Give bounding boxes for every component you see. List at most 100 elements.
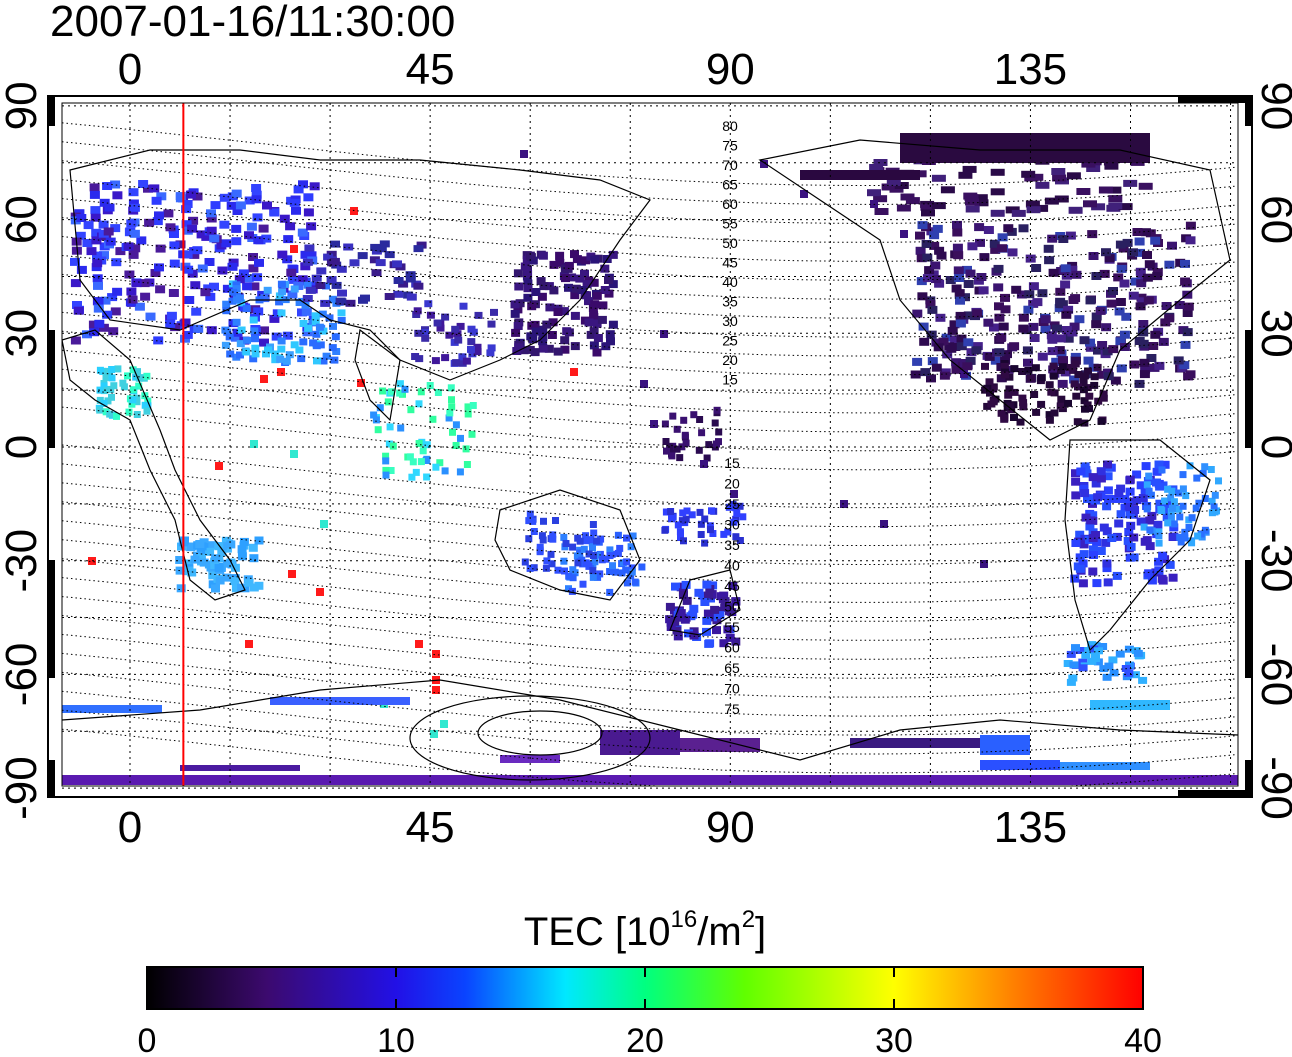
tec-band: [980, 735, 1030, 755]
tec-cell: [269, 208, 280, 217]
tec-cell: [1175, 505, 1183, 513]
tec-cell: [1010, 365, 1019, 373]
tec-cell: [70, 257, 80, 266]
tec-cell: [513, 269, 523, 278]
tec-cell: [614, 531, 622, 539]
latitude-tick-label: 30: [0, 309, 46, 358]
tec-cell: [183, 265, 194, 274]
tec-cell: [725, 503, 733, 511]
tec-cell: [205, 547, 215, 556]
tec-cell: [963, 311, 974, 320]
tec-cell: [1091, 272, 1102, 280]
tec-cell: [543, 557, 551, 565]
tec-cell: [1165, 560, 1175, 569]
tec-cell: [1179, 471, 1187, 479]
tec-cell: [370, 411, 378, 419]
tec-cell: [253, 236, 264, 245]
tec-cell: [1078, 579, 1088, 588]
tec-cell: [874, 208, 889, 215]
tec-cell: [331, 333, 340, 341]
tec-cell: [1143, 477, 1153, 485]
contour-label: 15: [722, 372, 738, 388]
tec-cell: [1063, 660, 1073, 667]
tec-cell: [1201, 526, 1209, 534]
tec-cell: [1099, 523, 1109, 532]
tec-cell: [949, 320, 960, 329]
tec-cell: [222, 544, 232, 553]
tec-cell: [668, 452, 676, 460]
tec-cell: [232, 285, 241, 293]
tec-cell: [1026, 206, 1041, 214]
tec-cell: [912, 309, 923, 318]
tec-cell: [76, 265, 87, 274]
tec-cell: [1103, 472, 1113, 481]
tec-cell: [662, 508, 670, 516]
tec-cell: [1169, 532, 1179, 541]
tec-cell: [258, 224, 269, 233]
tec-cell: [312, 342, 321, 350]
tec-cell: [219, 220, 230, 229]
tec-cell: [405, 275, 416, 283]
tec-cell: [110, 224, 121, 233]
tec-cell: [397, 424, 405, 432]
tec-cell: [916, 277, 927, 286]
tec-cell: [1083, 495, 1092, 503]
tec-cell: [441, 313, 450, 321]
tec-cell: [458, 359, 467, 367]
tec-cell: [697, 531, 705, 538]
tec-cell: [900, 193, 915, 201]
map-area: 80 75 70 65 60 55 50 45 40 35 30 25 20 15 15 20 25 30 35 40…: [47, 95, 1253, 798]
contour-label: 35: [724, 537, 740, 553]
tec-cell: [251, 190, 262, 199]
tec-cell: [490, 308, 498, 316]
tec-cell: [709, 530, 717, 537]
tec-cell: [248, 253, 258, 261]
contour-label: 50: [724, 599, 740, 615]
tec-cell: [99, 251, 109, 260]
tec-cell: [952, 220, 962, 229]
tec-cell: [1043, 244, 1054, 253]
tec-cell: [108, 366, 116, 373]
tec-cell: [88, 320, 99, 329]
tec-cell: [916, 254, 927, 263]
tec-cell: [931, 338, 942, 347]
tec-cell: [1029, 173, 1044, 181]
tec-cell: [565, 585, 572, 593]
tec-cell: [1045, 381, 1054, 389]
tec-cell: [1139, 358, 1150, 367]
tec-cell: [989, 323, 999, 332]
tec-cell: [886, 179, 901, 186]
tec-cell: [674, 521, 682, 529]
tec-cell: [184, 566, 194, 575]
tec-cell: [219, 193, 230, 202]
tec-cell: [1144, 569, 1154, 578]
tec-cell: [1071, 539, 1081, 547]
longitude-tick-label: 45: [406, 803, 455, 852]
tec-cell: [1123, 179, 1138, 187]
tec-cell: [136, 374, 144, 382]
tec-cell: [315, 282, 326, 289]
magnetic-contour: [62, 615, 1238, 679]
tec-cell: [574, 534, 582, 542]
tec-cell: [244, 578, 254, 587]
tec-cell: [143, 407, 151, 415]
tec-cell: [154, 211, 164, 220]
tec-cell: [710, 605, 720, 614]
tec-cell: [598, 556, 606, 564]
latitude-labels-left: 90 60 30 0 -30 -60 -90: [0, 81, 46, 819]
tec-cell: [528, 256, 538, 265]
tec-cell: [561, 274, 570, 283]
tec-cell: [724, 528, 732, 536]
tec-cell: [249, 355, 258, 363]
tec-cell: [1118, 203, 1133, 211]
tec-cell: [1115, 337, 1126, 346]
tec-cell: [922, 274, 933, 283]
tec-cell: [736, 502, 744, 510]
tec-cell: [1136, 517, 1146, 526]
frame-bar: [1245, 96, 1252, 126]
tec-cell: [232, 207, 243, 215]
tec-cell: [593, 537, 601, 545]
tec-cell: [701, 539, 709, 547]
magnetic-contour: [62, 255, 1238, 319]
tec-cell: [955, 296, 965, 305]
